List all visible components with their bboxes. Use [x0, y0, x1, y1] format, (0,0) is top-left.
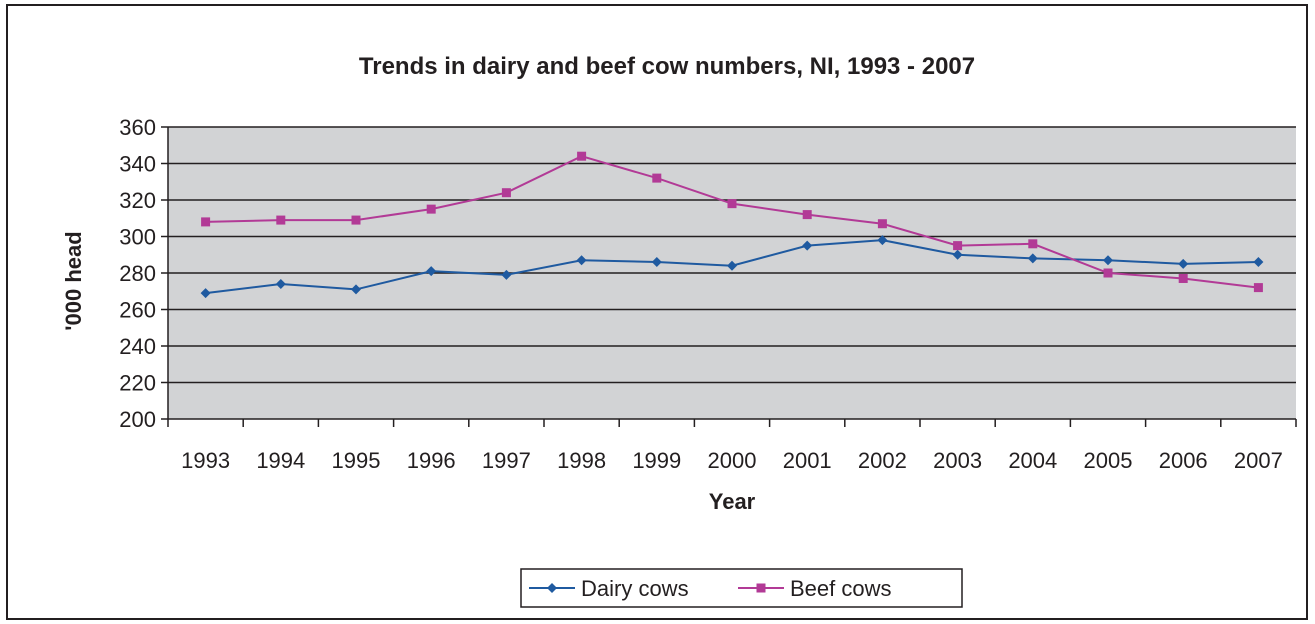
x-tick-label: 1995: [332, 448, 381, 473]
data-point: [501, 188, 511, 198]
data-point: [802, 210, 812, 220]
legend-marker: [547, 583, 557, 593]
chart-frame: Trends in dairy and beef cow numbers, NI…: [6, 4, 1308, 620]
data-point: [1178, 273, 1188, 283]
data-point: [1253, 283, 1263, 293]
line-chart: Trends in dairy and beef cow numbers, NI…: [61, 53, 1297, 608]
legend-items: Dairy cows Beef cows: [529, 576, 892, 601]
data-point: [1028, 239, 1038, 249]
y-tick-label: 220: [119, 371, 156, 396]
data-point: [651, 257, 662, 268]
legend-label: Dairy cows: [581, 576, 689, 601]
legend-item: Dairy cows: [529, 576, 689, 601]
data-point: [201, 217, 211, 227]
data-point: [953, 241, 963, 251]
legend-item: Beef cows: [738, 576, 892, 601]
y-tick-label: 260: [119, 298, 156, 323]
y-tick-label: 280: [119, 261, 156, 286]
x-tick-label: 1998: [557, 448, 606, 473]
x-tick-label: 2004: [1008, 448, 1057, 473]
series-layer: [200, 151, 1264, 299]
data-point: [351, 215, 361, 225]
axes: [161, 126, 1297, 427]
data-point: [426, 266, 437, 277]
y-tick-label: 200: [119, 407, 156, 432]
data-point: [577, 151, 587, 161]
series-beef-cows: [201, 151, 1263, 293]
y-tick-label: 240: [119, 334, 156, 359]
data-point: [501, 269, 512, 280]
x-tick-label: 1999: [632, 448, 681, 473]
x-tick-label: 1994: [256, 448, 305, 473]
data-point: [1103, 268, 1113, 278]
x-tick-label: 1996: [407, 448, 456, 473]
y-axis-title: '000 head: [61, 231, 86, 330]
data-point: [652, 173, 662, 183]
x-tick-label: 2006: [1159, 448, 1208, 473]
data-point: [351, 284, 361, 295]
x-tick-label: 1993: [181, 448, 230, 473]
x-tick-label: 2007: [1234, 448, 1283, 473]
y-tick-label: 340: [119, 152, 156, 177]
x-tick-label: 2005: [1084, 448, 1133, 473]
legend-label: Beef cows: [790, 576, 892, 601]
y-tick-label: 300: [119, 225, 156, 250]
data-point: [802, 240, 813, 251]
y-tick-label: 360: [119, 115, 156, 140]
x-tick-labels: 1993 1994 1995 1996 1997 1998 1999 2000 2001 2002…: [181, 448, 1283, 473]
legend: Dairy cows Beef cows: [520, 568, 963, 608]
x-axis-title: Year: [709, 489, 756, 514]
legend-marker: [756, 583, 766, 593]
x-tick-label: 2003: [933, 448, 982, 473]
data-point: [426, 204, 436, 214]
data-point: [276, 215, 286, 225]
data-point: [952, 249, 963, 260]
data-point: [727, 260, 737, 271]
data-point: [1253, 257, 1264, 268]
x-tick-label: 1997: [482, 448, 531, 473]
data-point: [275, 278, 286, 289]
x-tick-label: 2000: [708, 448, 757, 473]
data-point: [1178, 258, 1189, 269]
data-point: [576, 255, 587, 266]
data-point: [727, 199, 737, 209]
chart-title: Trends in dairy and beef cow numbers, NI…: [359, 53, 975, 80]
data-point: [877, 235, 888, 246]
y-tick-label: 320: [119, 188, 156, 213]
data-point: [877, 219, 887, 229]
data-point: [200, 288, 211, 299]
y-tick-labels: 200 220 240 260 280 300 320 340 360: [119, 115, 156, 432]
x-tick-label: 2001: [783, 448, 832, 473]
x-tick-label: 2002: [858, 448, 907, 473]
data-point: [1027, 253, 1038, 264]
series-dairy-cows: [200, 235, 1264, 299]
data-point: [1103, 255, 1113, 266]
